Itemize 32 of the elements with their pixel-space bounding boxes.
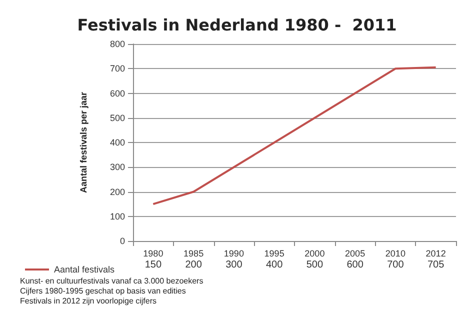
text: Cijfers 1980-1995 geschat op basis van edities xyxy=(20,286,186,296)
x-tick-label: 1980 xyxy=(143,248,164,258)
chart-title: Festivals in Nederland 1980 - 2011 xyxy=(77,16,397,34)
text: Festivals in 2012 zijn voorlopige cijfers xyxy=(20,296,157,306)
x-tick-label: 1990 xyxy=(224,248,244,258)
data-label: 705 xyxy=(427,260,445,270)
data-label: 600 xyxy=(346,260,364,270)
data-label: 200 xyxy=(185,260,202,270)
y-tick-label: 200 xyxy=(110,186,125,197)
legend-label: Aantal festivals xyxy=(54,264,116,274)
y-tick-label: 0 xyxy=(120,236,125,246)
x-tick-label: 2005 xyxy=(345,248,366,258)
x-tick-label: 1985 xyxy=(184,248,204,258)
data-label: 300 xyxy=(226,260,243,270)
data-label: 700 xyxy=(387,260,404,270)
text: Kunst- en cultuurfestivals vanaf ca 3.000 bezoekers xyxy=(20,276,204,286)
data-label: 150 xyxy=(144,260,162,270)
x-tick-label: 2000 xyxy=(304,248,325,258)
y-tick-label: 700 xyxy=(110,64,125,74)
y-tick-label: 400 xyxy=(110,138,125,148)
y-tick-label: 500 xyxy=(110,112,125,123)
y-tick-label: 600 xyxy=(110,88,125,98)
y-axis-title: Aantal festivals per jaar xyxy=(78,91,88,194)
y-tick-label: 100 xyxy=(110,211,125,222)
data-label: 400 xyxy=(266,260,284,270)
y-tick-label: 300 xyxy=(110,162,125,172)
y-tick-label: 800 xyxy=(110,39,125,49)
data-label: 500 xyxy=(306,260,324,270)
x-tick-label: 1995 xyxy=(264,248,284,258)
line-series xyxy=(152,66,437,206)
x-tick-label: 2010 xyxy=(385,248,406,258)
x-tick-label: 2012 xyxy=(426,248,446,258)
